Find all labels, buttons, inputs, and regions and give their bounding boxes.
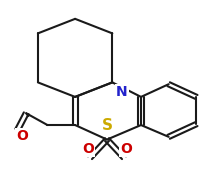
- Text: O: O: [82, 142, 94, 156]
- Text: O: O: [120, 142, 132, 156]
- Text: N: N: [116, 85, 128, 99]
- Text: S: S: [101, 118, 113, 133]
- Text: O: O: [16, 129, 28, 143]
